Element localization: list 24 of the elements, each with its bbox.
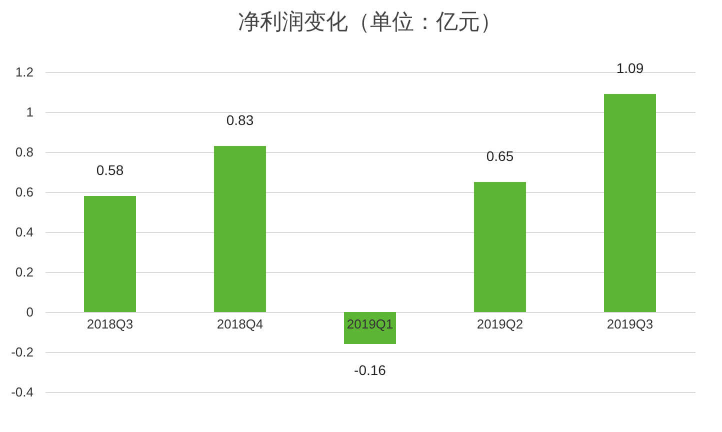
y-tick-label: 0.6 (15, 184, 34, 200)
y-tick-label: 0 (26, 304, 34, 320)
bar (474, 182, 526, 312)
x-tick-label: 2018Q3 (86, 316, 134, 332)
y-tick-label: -0.4 (11, 384, 34, 400)
y-tick-label: 0.8 (15, 144, 34, 160)
data-label: 0.83 (226, 112, 254, 128)
x-tick-label: 2019Q1 (346, 316, 394, 332)
x-tick-label: 2019Q2 (476, 316, 524, 332)
bar (214, 146, 266, 312)
x-tick-label: 2019Q3 (606, 316, 654, 332)
x-tick-label: 2018Q4 (216, 316, 264, 332)
data-label: 0.58 (96, 162, 124, 178)
y-tick-label: 0.4 (15, 224, 34, 240)
y-tick-label: 0.2 (15, 264, 34, 280)
data-label: 1.09 (616, 60, 644, 76)
bar (604, 94, 656, 312)
y-tick-label: 1.2 (15, 64, 34, 80)
data-label: 0.65 (486, 148, 514, 164)
bar (84, 196, 136, 312)
data-label: -0.16 (354, 362, 386, 378)
chart-title: 净利润变化（单位：亿元） (238, 9, 502, 34)
y-tick-label: -0.2 (11, 344, 34, 360)
y-tick-label: 1 (26, 104, 34, 120)
